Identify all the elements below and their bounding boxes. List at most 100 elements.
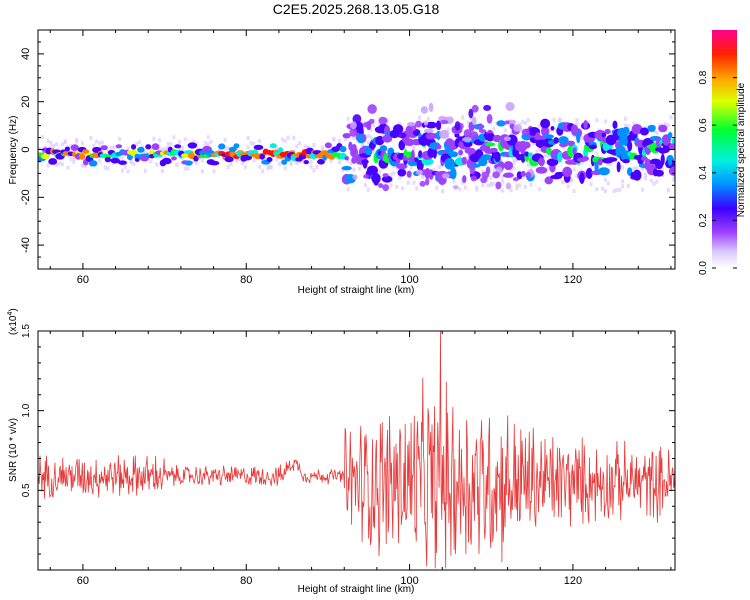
spectrogram-cell [40,135,44,140]
spectrogram-blob [70,144,79,152]
spectrogram-blob [449,167,457,180]
spectrogram-cell [349,161,353,166]
spectrogram-cell [535,149,539,154]
spectrogram-cell [395,184,399,189]
spectrogram-cell [521,175,525,180]
spectrogram-cell [621,165,625,170]
spectrogram-cell [486,183,490,188]
spectrogram-blob [218,143,226,150]
spectrogram-cell [601,186,605,191]
spectrogram-blob [174,144,182,149]
spectrogram-cell [595,151,599,156]
spectrogram-x-tick-label: 80 [240,274,252,286]
spectrogram-blob [576,131,581,144]
spectrogram-cell [503,128,507,133]
spectrogram-cell [226,165,230,170]
spectrogram-blob [597,158,603,166]
spectrogram-cell [178,146,182,151]
spectrogram-cell [186,166,190,171]
spectrogram-blob [118,160,127,165]
spectrogram-cell [206,142,210,147]
spectrogram-cell [572,189,576,194]
spectrogram-cell [163,147,167,152]
spectrogram-blob [579,172,585,184]
spectrogram-plume [483,104,492,112]
spectrogram-cell [521,119,525,124]
spectrogram-blob [381,175,393,183]
snr-plot-area [38,331,675,570]
spectrogram-cell [623,123,627,128]
spectrogram-cell [581,160,585,165]
spectrogram-blob [48,158,58,165]
spectrogram-cell [75,139,79,144]
spectrogram-cell [509,131,513,136]
spectrogram-cell [149,146,153,151]
spectrogram-blob [670,166,675,174]
spectrogram-plume [505,182,512,190]
spectrogram-cell [195,141,199,146]
spectrogram-blob [365,150,373,156]
spectrogram-blob [658,124,668,133]
spectrogram-plume [352,174,358,180]
spectrogram-cell [83,164,87,169]
spectrogram-blob [520,170,526,177]
spectrogram-cell [118,155,122,160]
spectrogram-cell [338,160,342,165]
spectrogram-cell [515,157,519,162]
spectrogram-cell [398,122,402,127]
spectrogram-blob [228,146,237,153]
spectrogram-blob [161,157,172,165]
spectrogram-cell [561,180,565,185]
spectrogram-blob [550,126,555,131]
spectrogram-cell [338,139,342,144]
snr-panel: 60 80 100 120 1.5 1.0 0.5 Height of straight l… [7,308,676,595]
snr-x-tick-label: 100 [400,575,418,587]
spectrogram-cell [238,156,242,161]
spectrogram-cell [55,142,59,147]
spectrogram-cell [586,120,590,125]
spectrogram-cell [172,135,176,140]
spectrogram-blob [375,135,385,146]
spectrogram-blob [406,170,412,178]
spectrogram-cell [381,131,384,136]
spectrogram-cell [109,145,113,150]
spectrogram-ylabel: Frequency (Hz) [8,116,19,185]
spectrogram-plume [368,118,375,124]
spectrogram-plume [504,120,510,125]
spectrogram-y-tick-label: 40 [20,48,32,60]
spectrogram-cell [509,188,513,193]
spectrogram-cell [203,141,207,146]
spectrogram-cell [49,145,53,150]
spectrogram-cell [518,183,522,188]
spectrogram-blob [298,154,307,160]
snr-y-tick-label: 1.5 [21,324,32,338]
spectrogram-cell [300,159,304,164]
spectrogram-cell [109,155,113,160]
spectrogram-cell [320,145,324,150]
spectrogram-cell [446,135,450,140]
spectrogram-blob [494,151,501,163]
spectrogram-cell [412,145,416,150]
spectrogram-cell [518,122,522,127]
snr-y-tick-label: 0.5 [21,483,32,497]
spectrogram-cell [643,176,647,181]
spectrogram-blob [344,156,349,161]
spectrogram-plume [441,173,450,179]
spectrogram-blob [562,166,573,178]
spectrogram-cell [209,139,213,144]
spectrogram-cell [69,156,73,161]
spectrogram-blob [588,144,598,150]
spectrogram-cell [655,179,659,184]
spectrogram-cell [575,173,579,178]
spectrogram-cell [126,169,130,174]
spectrogram-cell [132,155,136,160]
spectrogram-blob [137,146,145,153]
colorbar-gradient [712,30,737,268]
spectrogram-blob [398,139,406,151]
spectrogram-blob [317,159,325,165]
spectrogram-blob [151,143,160,151]
spectrogram-cell [69,144,73,149]
spectrogram-cell [298,141,302,146]
spectrogram-blob [662,142,671,154]
spectrogram-blob [421,157,434,166]
